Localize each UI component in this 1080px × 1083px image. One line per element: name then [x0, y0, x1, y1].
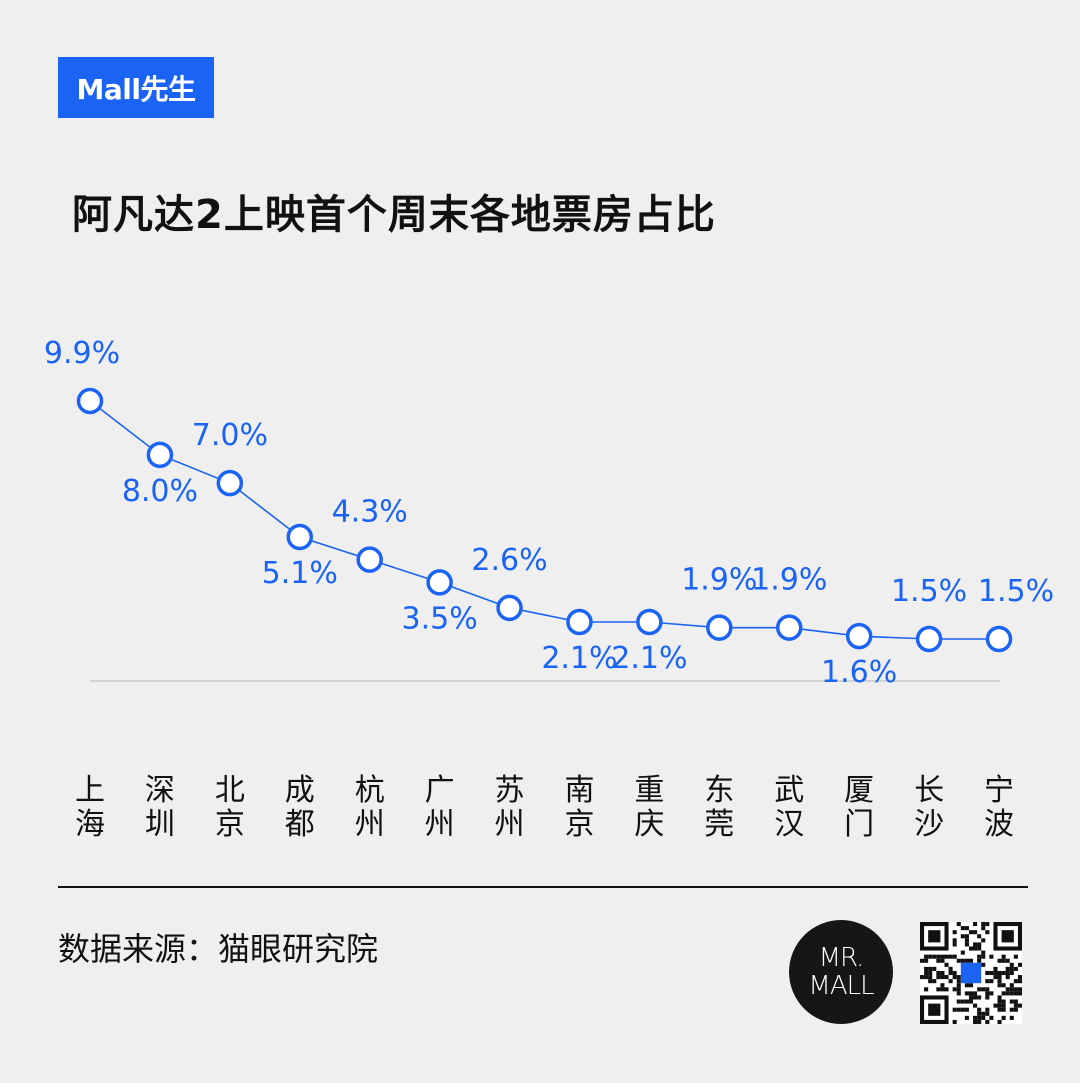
category-tick-label: 州 [495, 807, 525, 842]
category-tick-label: 都 [285, 807, 315, 842]
data-label: 1.9% [681, 563, 757, 598]
data-label: 1.5% [891, 574, 967, 609]
data-point [636, 608, 663, 636]
category-tick-label: 京 [564, 807, 594, 842]
category-tick-label: 南 [564, 773, 594, 808]
data-point [146, 441, 174, 469]
divider-rule [58, 886, 1028, 888]
data-label: 3.5% [402, 601, 478, 636]
category-tick-label: 东 [704, 773, 734, 808]
data-point [775, 614, 803, 641]
data-point [985, 625, 1013, 653]
data-label: 2.1% [611, 641, 687, 676]
category-tick-label: 京 [215, 807, 245, 842]
data-point [915, 625, 943, 653]
category-tick-label: 庆 [634, 807, 664, 842]
qr-code-icon[interactable] [920, 922, 1022, 1024]
data-point [496, 594, 523, 622]
category-tick-label: 杭 [355, 773, 385, 808]
data-label: 9.9% [44, 336, 120, 371]
logo-line-1: MR. [818, 943, 865, 973]
data-point [706, 614, 733, 641]
data-label: 5.1% [262, 556, 338, 591]
category-tick-label: 宁 [984, 773, 1014, 808]
category-tick-label: 莞 [704, 807, 734, 842]
data-point [356, 546, 383, 573]
category-tick-label: 沙 [914, 807, 944, 842]
category-tick-label: 上 [75, 773, 105, 808]
category-tick-label: 重 [634, 773, 664, 808]
logo-line-2: MALL [808, 971, 874, 1001]
category-tick-label: 波 [984, 807, 1014, 842]
data-point [76, 387, 104, 415]
data-label: 2.1% [541, 641, 617, 676]
category-tick-label: 海 [75, 807, 105, 842]
data-label: 1.6% [821, 655, 897, 690]
brand-tag: Mall先生 [58, 57, 214, 118]
data-point [426, 569, 453, 596]
category-tick-label: 深 [145, 773, 175, 808]
data-label: 1.5% [978, 574, 1054, 609]
category-tick-label: 汉 [774, 807, 804, 842]
data-label: 2.6% [471, 543, 547, 578]
page-title: 阿凡达2上映首个周末各地票房占比 [72, 192, 716, 238]
category-tick-label: 厦 [844, 773, 874, 808]
category-tick-label: 苏 [495, 773, 525, 808]
data-point [845, 622, 873, 650]
data-label: 1.9% [751, 563, 827, 598]
category-tick-label: 门 [844, 807, 874, 842]
line-chart: 9.9% 8.0% 7.0% 5.1% 4.3% 3.5% 2.6% 2.1%2.1% 1.9%… [44, 336, 1054, 842]
data-source-note: 数据来源：猫眼研究院 [58, 930, 379, 968]
category-tick-label: 武 [774, 773, 804, 808]
data-point [216, 469, 244, 497]
category-tick-label: 州 [425, 807, 455, 842]
category-tick-label: 成 [285, 773, 315, 808]
category-tick-label: 圳 [145, 807, 175, 842]
category-tick-label: 长 [914, 773, 944, 808]
data-point [566, 608, 593, 636]
mr-mall-logo: MR. MALL [789, 920, 893, 1024]
category-tick-label: 广 [425, 773, 455, 808]
data-label: 8.0% [122, 474, 198, 509]
data-label: 7.0% [192, 418, 268, 453]
data-label: 4.3% [332, 495, 408, 530]
data-point [286, 523, 314, 551]
category-tick-label: 北 [215, 773, 245, 808]
category-tick-label: 州 [355, 807, 385, 842]
